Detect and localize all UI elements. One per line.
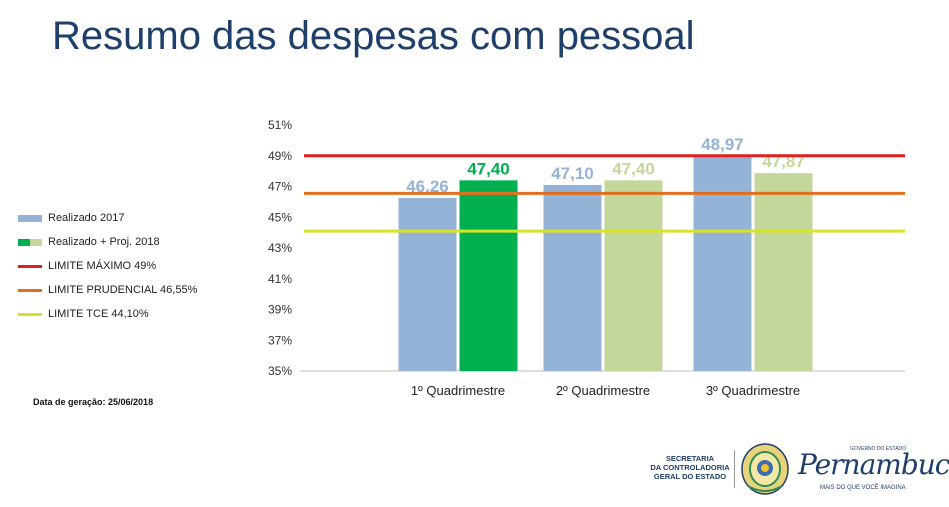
- data-label: 47,40: [467, 159, 510, 178]
- legend-label: LIMITE TCE 44,10%: [48, 308, 149, 320]
- chart-legend: Realizado 2017 Realizado + Proj. 2018 LIMI…: [18, 206, 197, 326]
- data-label: 46,26: [406, 177, 449, 196]
- logo-divider: [734, 450, 735, 488]
- governo-tagline: MAIS DO QUE VOCÊ IMAGINA: [820, 485, 906, 491]
- y-tick-label: 39%: [268, 303, 292, 317]
- bar: [543, 184, 602, 371]
- state-seal-icon: [741, 443, 789, 495]
- y-tick-label: 43%: [268, 241, 292, 255]
- y-tick-label: 49%: [268, 149, 292, 163]
- legend-item: LIMITE TCE 44,10%: [18, 302, 197, 326]
- pernambuco-logo-text: Pernambuco: [798, 448, 949, 481]
- generation-date: Data de geração: 25/06/2018: [33, 397, 154, 407]
- y-tick-label: 47%: [268, 180, 292, 194]
- legend-swatch: [18, 312, 42, 316]
- legend-item: LIMITE PRUDENCIAL 46,55%: [18, 278, 197, 302]
- y-tick-label: 51%: [268, 118, 292, 132]
- legend-label: Realizado + Proj. 2018: [48, 236, 160, 248]
- x-tick-label: 2º Quadrimestre: [556, 383, 650, 398]
- y-tick-label: 37%: [268, 333, 292, 347]
- bar: [459, 180, 518, 371]
- governo-label: GOVERNO DO ESTADO: [850, 446, 907, 452]
- data-label: 47,10: [551, 164, 594, 183]
- legend-item: Realizado + Proj. 2018: [18, 230, 197, 254]
- secretaria-logo-text: SECRETARIA DA CONTROLADORIA GERAL DO EST…: [650, 454, 730, 481]
- legend-swatch: [18, 214, 42, 222]
- y-tick-label: 41%: [268, 272, 292, 286]
- legend-label: LIMITE MÁXIMO 49%: [48, 260, 157, 272]
- x-tick-label: 1º Quadrimestre: [411, 383, 505, 398]
- legend-swatch: [18, 288, 42, 292]
- legend-label: Realizado 2017: [48, 212, 125, 224]
- bar: [693, 156, 752, 371]
- data-label: 48,97: [701, 135, 744, 154]
- legend-item: Realizado 2017: [18, 206, 197, 230]
- legend-label: LIMITE PRUDENCIAL 46,55%: [48, 284, 198, 296]
- legend-swatch: [18, 238, 42, 246]
- secretaria-line-1: SECRETARIA: [665, 454, 715, 463]
- legend-swatch: [18, 264, 42, 268]
- bar: [398, 197, 457, 371]
- x-tick-label: 3º Quadrimestre: [706, 383, 800, 398]
- bar: [754, 173, 813, 371]
- secretaria-line-3: GERAL DO ESTADO: [653, 472, 727, 481]
- legend-item: LIMITE MÁXIMO 49%: [18, 254, 197, 278]
- y-tick-label: 45%: [268, 210, 292, 224]
- y-tick-label: 35%: [268, 364, 292, 378]
- bar: [604, 180, 663, 371]
- secretaria-line-2: DA CONTROLADORIA: [650, 463, 730, 472]
- footer-logos: SECRETARIA DA CONTROLADORIA GERAL DO EST…: [640, 440, 949, 500]
- page-title: Resumo das despesas com pessoal: [52, 14, 695, 58]
- data-label: 47,40: [612, 159, 655, 178]
